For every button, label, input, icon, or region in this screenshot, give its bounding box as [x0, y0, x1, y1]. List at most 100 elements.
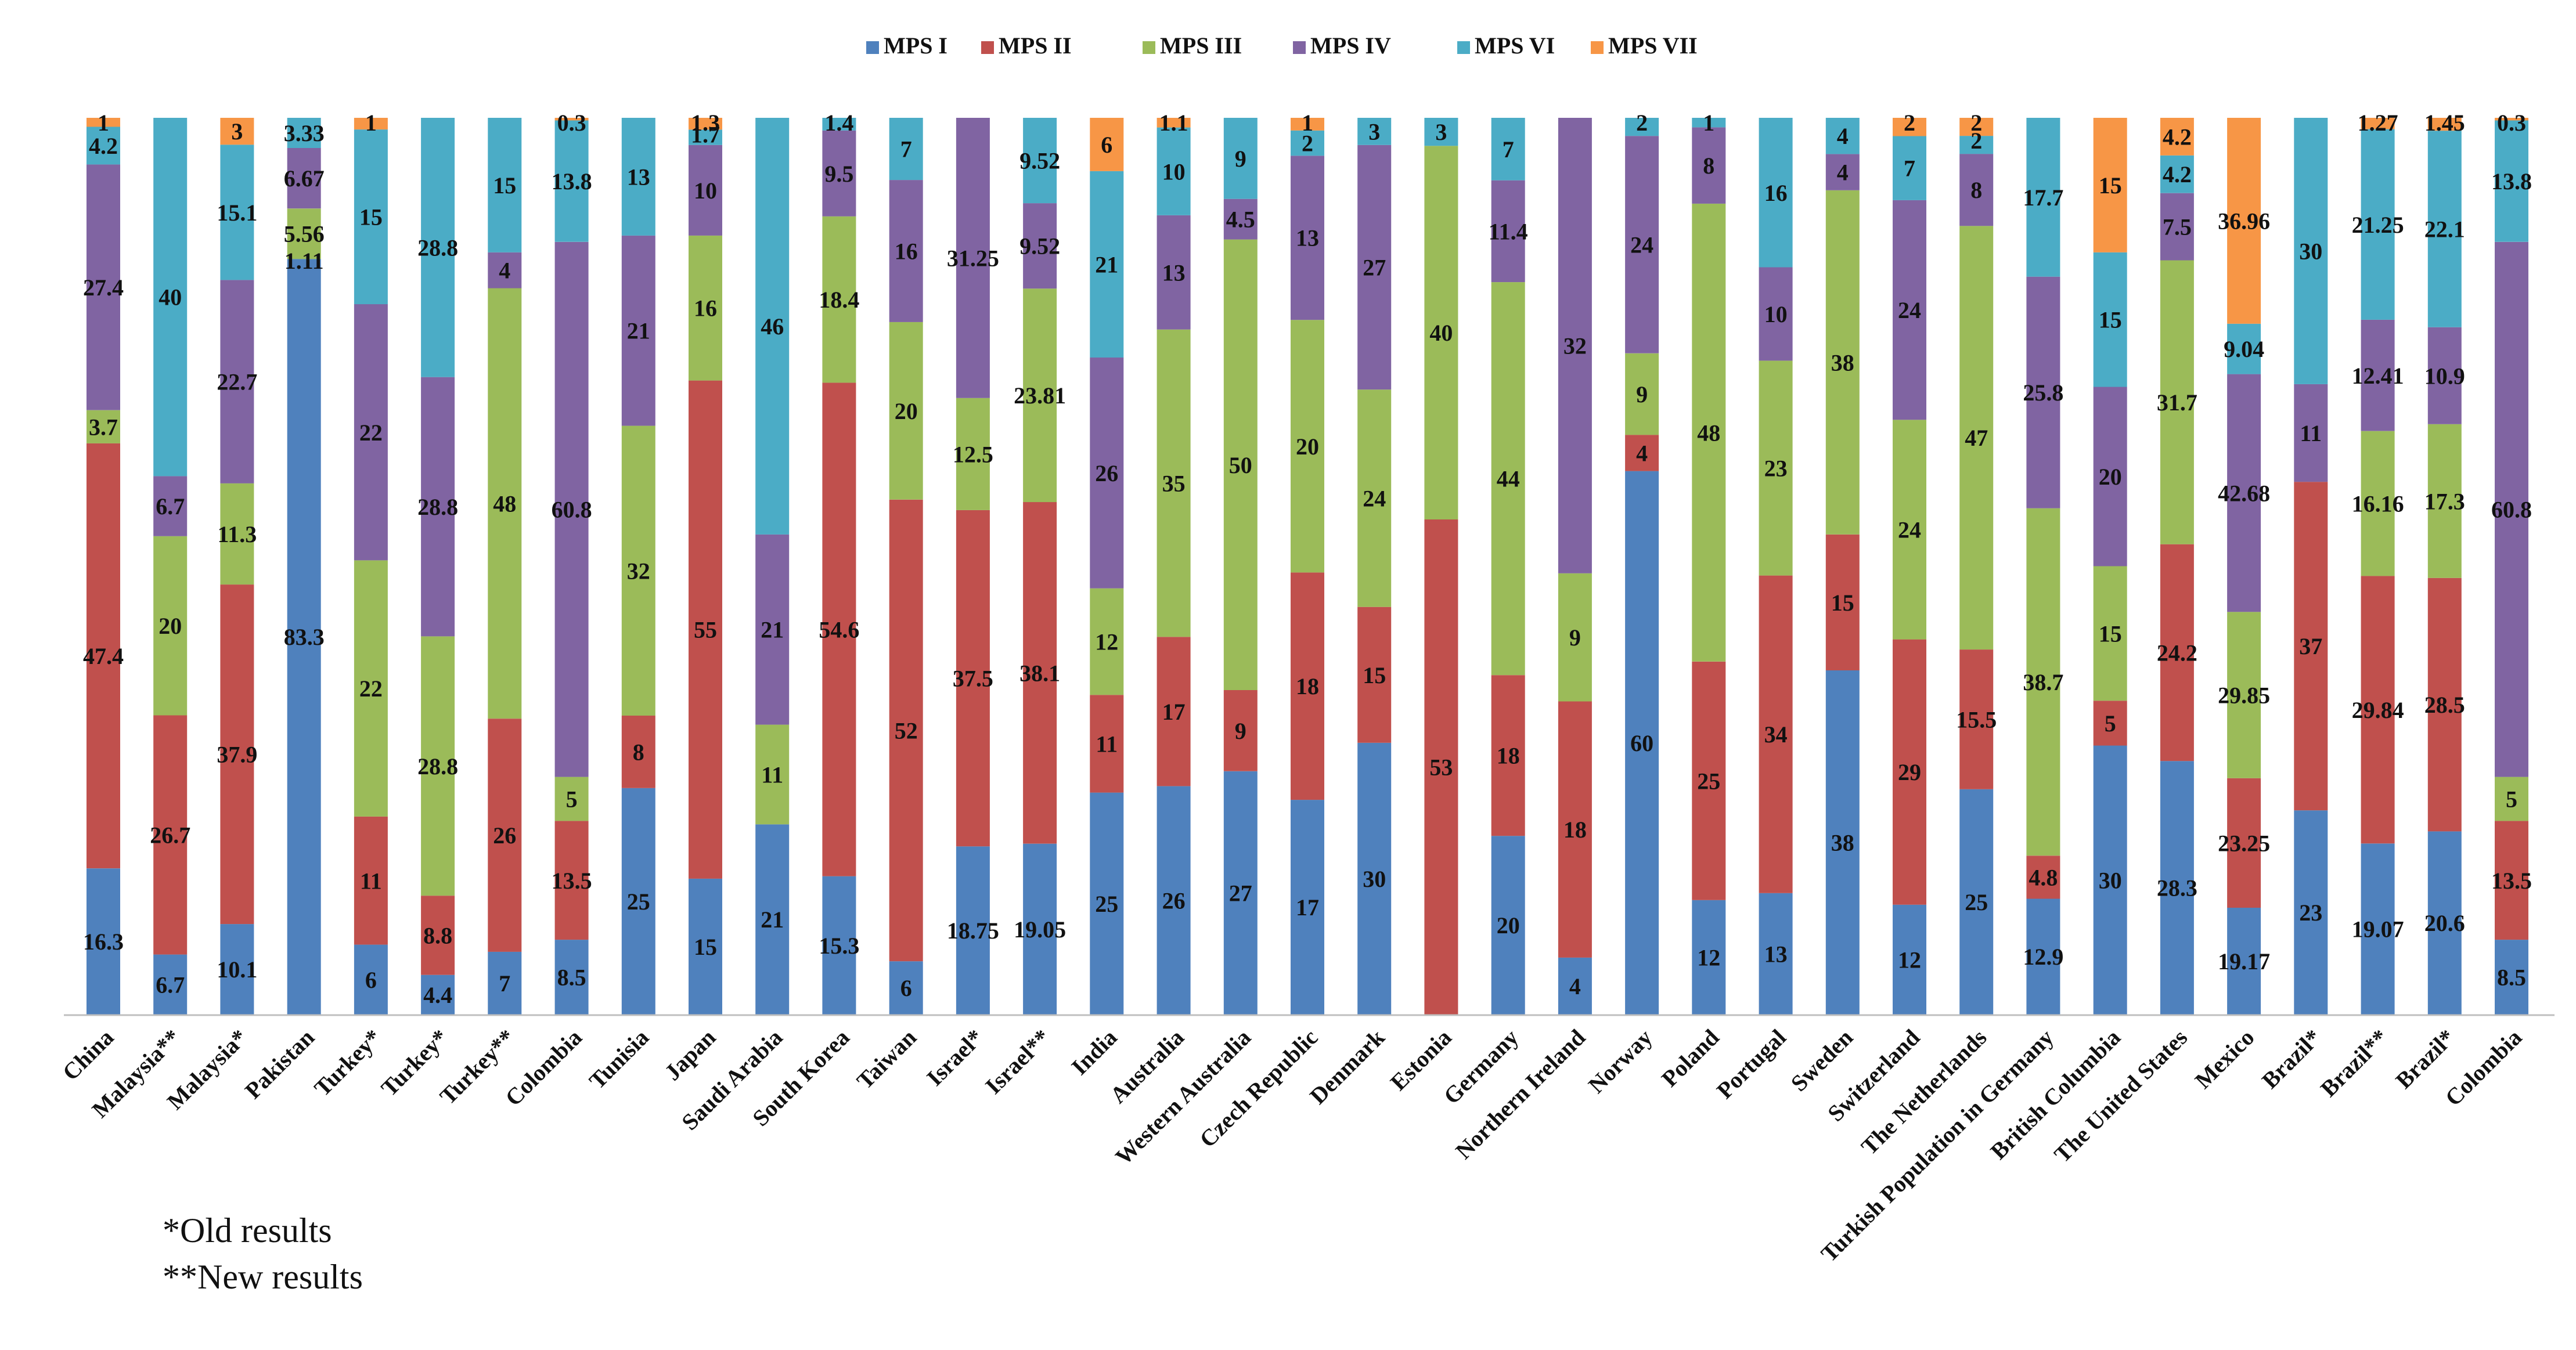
- bar-segment-12-2: [889, 322, 923, 500]
- bar-segment-10-3: [755, 534, 790, 725]
- data-label-3-4: 3.33: [284, 120, 325, 146]
- bar-segment-29-0: [2026, 898, 2060, 1015]
- bar-segment-34-2: [2361, 431, 2395, 576]
- bar-segment-13-2: [956, 398, 990, 510]
- bar-segment-36-5: [2495, 118, 2528, 121]
- data-label-31-5: 4.2: [2163, 124, 2192, 150]
- bar-segment-10-2: [755, 724, 790, 825]
- bar-segment-8-1: [621, 716, 655, 788]
- bar-segment-21-3: [1491, 180, 1525, 283]
- data-label-4-5: 1: [365, 110, 377, 136]
- data-label-0-0: 16.3: [83, 929, 124, 955]
- category-label-9: Japan: [660, 1024, 721, 1086]
- bar-segment-35-0: [2427, 831, 2462, 1015]
- bar-segment-6-4: [488, 118, 522, 252]
- data-label-35-2: 17.3: [2424, 488, 2465, 514]
- data-label-1-3: 6.7: [156, 493, 185, 519]
- data-label-8-3: 21: [627, 318, 650, 344]
- bar-segment-5-4: [421, 118, 455, 377]
- bar-segment-12-1: [889, 499, 923, 962]
- data-label-1-2: 20: [158, 613, 182, 639]
- data-label-0-2: 3.7: [89, 414, 118, 440]
- chart-legend: MPS I MPS II MPS III MPS IV MPS VI MPS VII: [866, 33, 1698, 59]
- data-label-25-3: 10: [1764, 301, 1788, 327]
- data-label-23-0: 60: [1630, 730, 1653, 756]
- bar-segment-27-2: [1893, 420, 1926, 640]
- bar-segment-4-0: [354, 944, 388, 1015]
- bar-segment-2-5: [220, 118, 254, 145]
- data-label-30-2: 15: [2099, 620, 2122, 647]
- bar-segment-31-5: [2160, 118, 2194, 156]
- bar-segment-16-0: [1157, 786, 1191, 1015]
- bar-segment-4-5: [354, 118, 388, 130]
- bar-segment-25-0: [1759, 893, 1793, 1015]
- data-label-24-3: 8: [1703, 153, 1714, 179]
- bar-segment-9-2: [689, 235, 722, 381]
- bar-stacks: [87, 118, 2528, 1015]
- bar-segment-11-0: [822, 876, 856, 1015]
- category-label-32: Mexico: [2190, 1024, 2260, 1094]
- category-label-25: Portugal: [1712, 1024, 1791, 1104]
- data-label-12-1: 52: [895, 718, 918, 744]
- data-label-34-4: 21.25: [2352, 212, 2404, 238]
- data-label-19-1: 15: [1363, 662, 1386, 688]
- data-label-28-1: 15.5: [1956, 707, 1997, 733]
- data-label-31-2: 31.7: [2157, 389, 2197, 416]
- bar-segment-3-0: [287, 259, 321, 1015]
- bar-segment-21-2: [1491, 282, 1525, 676]
- bar-segment-18-4: [1291, 130, 1324, 156]
- legend-swatch-4: [1457, 41, 1470, 54]
- data-label-27-3: 24: [1898, 297, 1921, 323]
- bar-segment-29-1: [2026, 856, 2060, 899]
- data-label-28-4: 2: [1970, 128, 1982, 154]
- data-label-14-0: 19.05: [1014, 916, 1066, 943]
- data-label-18-1: 18: [1296, 673, 1319, 699]
- data-label-34-1: 29.84: [2352, 697, 2404, 723]
- bar-segment-32-2: [2227, 612, 2261, 778]
- bar-segment-17-2: [1223, 239, 1258, 691]
- bar-segment-22-3: [1558, 118, 1592, 573]
- bar-segment-34-5: [2361, 118, 2395, 129]
- bar-segment-0-0: [87, 868, 120, 1015]
- data-label-13-0: 18.75: [947, 918, 999, 944]
- bar-segment-15-3: [1090, 358, 1124, 589]
- data-label-29-4: 17.7: [2023, 185, 2063, 211]
- bar-segment-35-3: [2427, 327, 2462, 424]
- bar-segment-32-3: [2227, 374, 2261, 612]
- data-label-24-1: 25: [1697, 768, 1720, 794]
- data-label-27-1: 29: [1898, 759, 1921, 785]
- bar-segment-34-0: [2361, 843, 2395, 1015]
- bar-segment-16-2: [1157, 329, 1191, 637]
- bar-segment-2-1: [220, 584, 254, 925]
- data-label-5-0: 4.4: [423, 982, 452, 1008]
- category-labels: ChinaMalaysia**Malaysia*PakistanTurkey*T…: [57, 1024, 2527, 1267]
- legend-swatch-0: [866, 41, 879, 54]
- bar-segment-2-2: [220, 483, 254, 585]
- data-label-27-5: 2: [1904, 110, 1915, 136]
- bar-segment-3-2: [287, 208, 321, 259]
- data-label-23-4: 2: [1636, 110, 1648, 136]
- data-label-14-4: 9.52: [1019, 148, 1060, 174]
- bar-segment-36-2: [2495, 777, 2528, 821]
- data-label-4-4: 15: [359, 204, 383, 230]
- bar-segment-23-4: [1625, 118, 1659, 136]
- data-label-21-2: 44: [1497, 466, 1520, 492]
- data-label-31-1: 24.2: [2157, 640, 2197, 666]
- data-label-8-4: 13: [627, 164, 650, 190]
- data-label-3-3: 6.67: [284, 165, 325, 192]
- data-label-27-0: 12: [1898, 947, 1921, 973]
- category-label-34: Brazil**: [2315, 1024, 2393, 1102]
- data-label-5-3: 28.8: [417, 494, 458, 520]
- legend-swatch-5: [1591, 41, 1604, 54]
- data-label-31-4: 4.2: [2163, 161, 2192, 187]
- bar-segment-19-3: [1357, 145, 1392, 390]
- data-label-9-3: 10: [694, 178, 717, 204]
- data-label-13-2: 12.5: [953, 441, 993, 467]
- category-label-13: Israel*: [921, 1024, 988, 1091]
- bar-segment-27-1: [1893, 639, 1926, 905]
- bar-segment-0-1: [87, 443, 120, 869]
- bar-segment-26-1: [1825, 534, 1860, 670]
- bar-segment-7-4: [554, 120, 589, 242]
- data-label-2-5: 3: [231, 118, 243, 145]
- data-label-17-4: 9: [1235, 146, 1246, 172]
